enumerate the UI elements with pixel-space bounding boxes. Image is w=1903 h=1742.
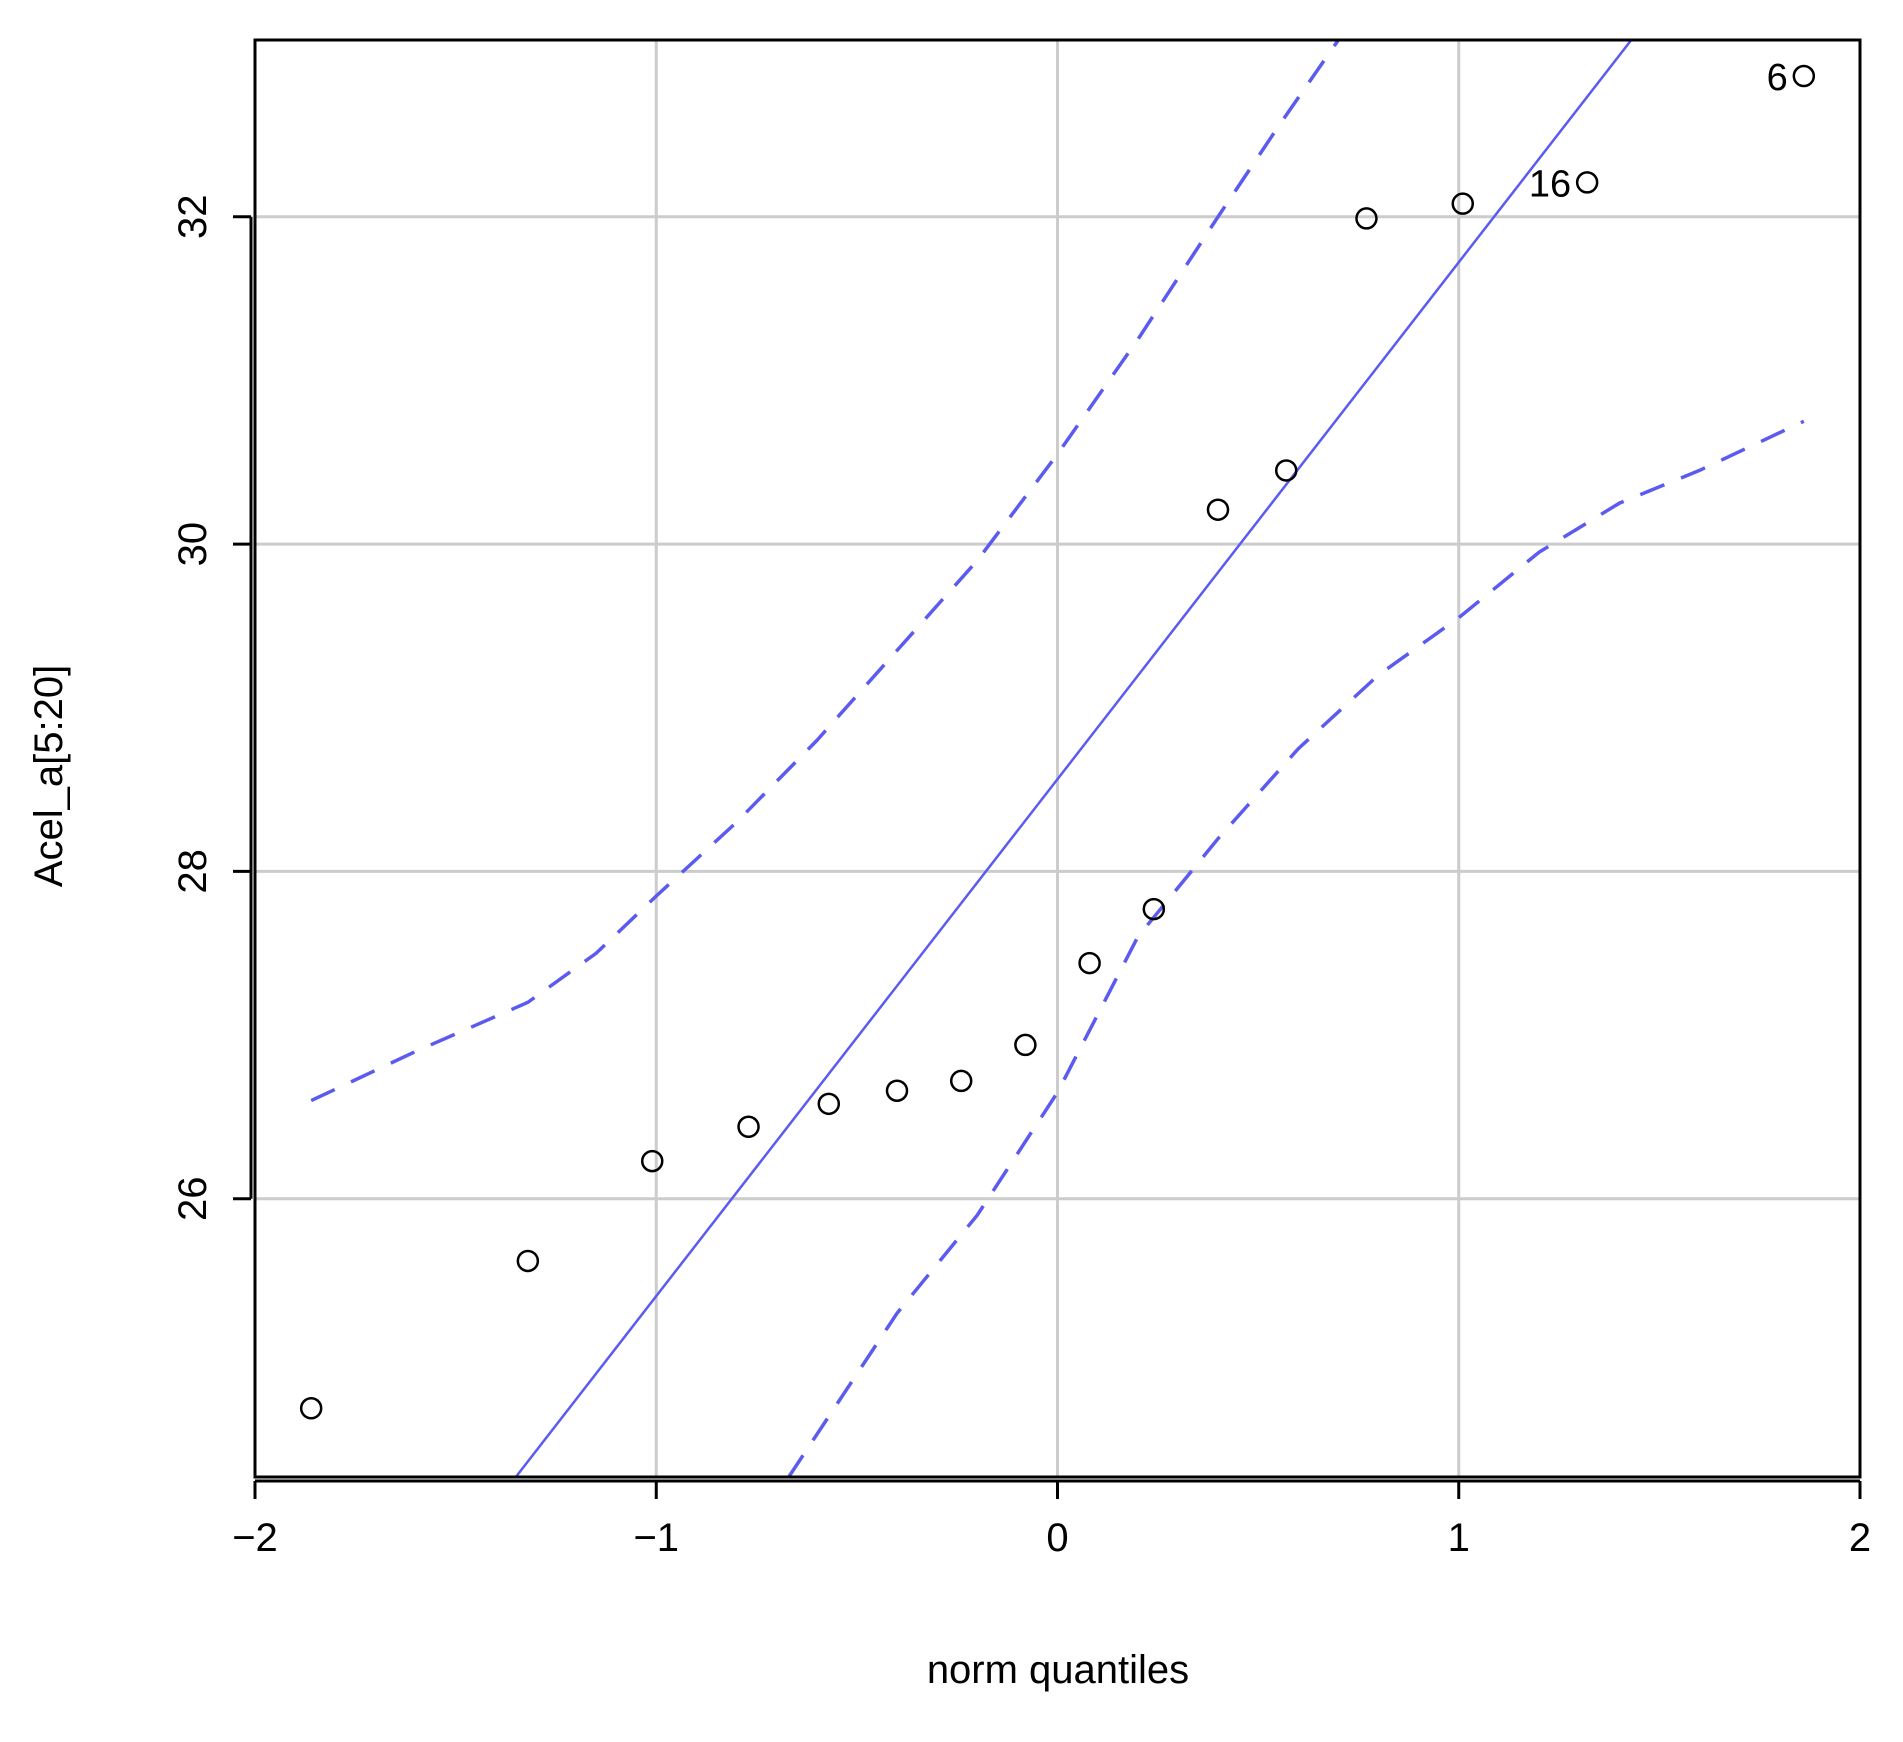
- y-tick-label: 32: [171, 195, 215, 240]
- data-point: [949, 1069, 973, 1093]
- y-tick-label: 28: [171, 849, 215, 894]
- plot-frame: [253, 38, 1862, 1479]
- reference-line: [514, 40, 1633, 1477]
- confidence-band-lower: [787, 419, 1805, 1477]
- x-tick-label: 2: [1849, 1516, 1871, 1560]
- reference-line-group: [514, 40, 1633, 1477]
- point-label: 6: [1767, 57, 1788, 99]
- data-point: [299, 1397, 323, 1420]
- y-axis-label: Acel_a[5:20]: [27, 665, 71, 887]
- data-point: [1451, 192, 1475, 215]
- grid-lines: [253, 40, 1862, 1477]
- data-point: [1355, 207, 1378, 230]
- x-tick-label: 0: [1046, 1516, 1068, 1560]
- data-point: [1078, 951, 1101, 975]
- data-point: [1142, 897, 1166, 921]
- x-axis-label: norm quantiles: [927, 1648, 1189, 1692]
- axes: −2 −1 0 1 2 26 28 30 32: [171, 195, 1871, 1560]
- data-point: [640, 1149, 664, 1173]
- data-point: [1206, 498, 1230, 521]
- y-tick-label: 26: [171, 1177, 215, 1222]
- data-point: [516, 1249, 540, 1273]
- data-point: [817, 1092, 841, 1116]
- plot-frame-group: [253, 38, 1862, 1479]
- data-point: [1014, 1033, 1037, 1057]
- data-point: [737, 1115, 760, 1139]
- confidence-band-upper: [310, 40, 1340, 1103]
- data-point: [1792, 64, 1816, 88]
- x-tick-label: −1: [633, 1516, 679, 1560]
- confidence-band: [310, 40, 1805, 1477]
- data-point: [885, 1079, 909, 1102]
- y-tick-label: 30: [171, 522, 215, 567]
- data-point: [1575, 171, 1599, 194]
- point-label: 16: [1529, 163, 1571, 205]
- data-point: [1274, 459, 1298, 482]
- data-points: 16 6: [299, 57, 1816, 1420]
- x-tick-label: −2: [232, 1516, 278, 1560]
- x-tick-label: 1: [1448, 1516, 1470, 1560]
